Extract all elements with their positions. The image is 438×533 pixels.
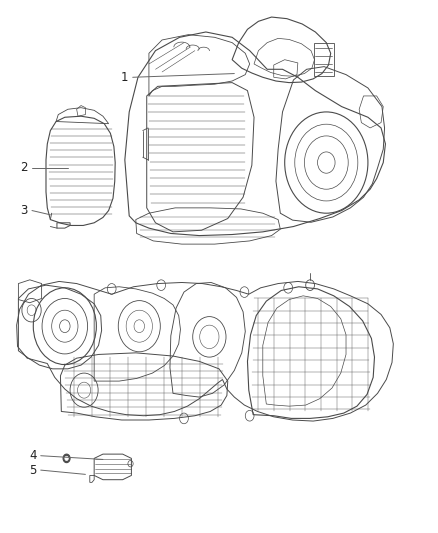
- Circle shape: [63, 454, 70, 463]
- Text: 4: 4: [29, 449, 37, 462]
- Text: 3: 3: [21, 204, 28, 217]
- Text: 5: 5: [29, 464, 36, 477]
- Circle shape: [65, 456, 68, 461]
- Text: 2: 2: [20, 161, 28, 174]
- Text: 1: 1: [121, 71, 129, 84]
